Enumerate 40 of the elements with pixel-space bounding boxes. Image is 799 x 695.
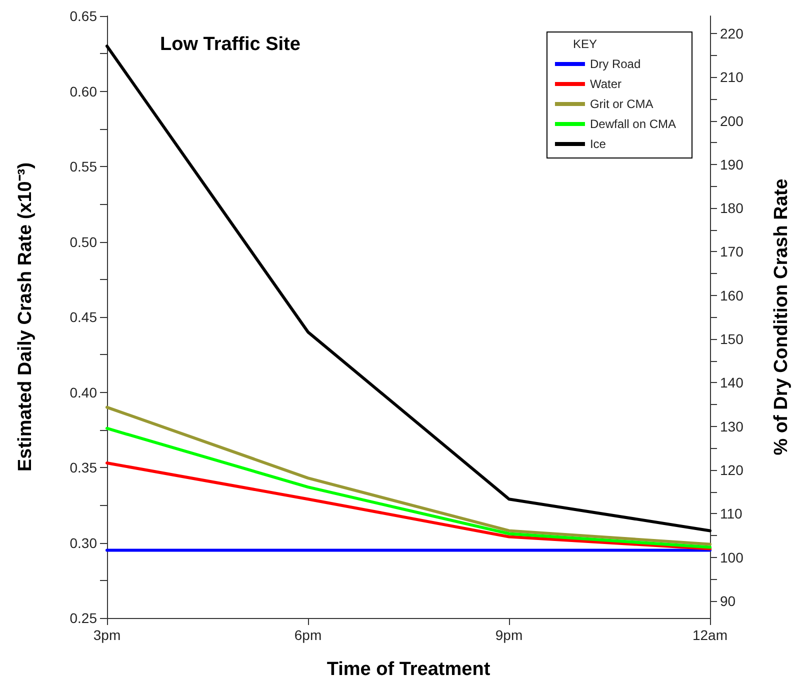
y2-tick-label: 160 bbox=[720, 287, 744, 304]
legend-label: Grit or CMA bbox=[590, 97, 654, 111]
x-tick-label: 6pm bbox=[294, 627, 322, 643]
y2-tick-label: 130 bbox=[720, 418, 744, 434]
text: Low Traffic Site bbox=[160, 34, 300, 55]
y-tick-label: 0.60 bbox=[70, 83, 98, 100]
y2-tick-label: 190 bbox=[720, 156, 744, 172]
y2-tick-label: 210 bbox=[720, 69, 744, 86]
y-tick-label: 0.30 bbox=[70, 534, 98, 551]
y-tick-label: 0.50 bbox=[70, 234, 98, 250]
legend-label: Dry Road bbox=[590, 57, 641, 71]
y2-tick-label: 120 bbox=[720, 462, 744, 478]
y2-tick-label: 170 bbox=[720, 244, 744, 260]
y-tick-label: 0.40 bbox=[70, 384, 98, 400]
y2-tick-label: 200 bbox=[720, 112, 744, 129]
y2-tick-label: 100 bbox=[720, 549, 744, 566]
line-series bbox=[106, 461, 712, 550]
line-series bbox=[106, 406, 712, 546]
y-tick-label: 0.25 bbox=[70, 610, 98, 626]
y2-tick-label: 150 bbox=[720, 331, 744, 348]
legend-label: Water bbox=[590, 77, 622, 91]
y2-axis-title: % of Dry Condition Crash Rate bbox=[771, 178, 792, 456]
y2-tick-label: 90 bbox=[720, 592, 736, 609]
line-series bbox=[106, 426, 712, 549]
x-tick-label: 9pm bbox=[495, 627, 523, 643]
y-tick-label: 0.55 bbox=[70, 158, 98, 174]
y2-tick-label: 110 bbox=[720, 506, 743, 522]
x-axis-title: Time of Treatment bbox=[326, 659, 491, 680]
y-tick-label: 0.65 bbox=[70, 8, 98, 24]
y-tick-label: 0.35 bbox=[70, 460, 98, 476]
y2-tick-label: 220 bbox=[720, 25, 744, 42]
x-tick-label: 3pm bbox=[93, 627, 121, 643]
x-tick-label: 12am bbox=[692, 627, 728, 643]
y-tick-label: 0.45 bbox=[70, 309, 98, 325]
y2-tick-label: 180 bbox=[720, 200, 744, 216]
legend-label: Dewfall on CMA bbox=[590, 117, 676, 131]
legend-title: KEY bbox=[572, 37, 598, 51]
y2-tick-label: 140 bbox=[720, 374, 744, 391]
legend-label: Ice bbox=[590, 137, 606, 151]
y-axis-title: Estimated Daily Crash Rate (x10⁻³) bbox=[15, 162, 36, 472]
